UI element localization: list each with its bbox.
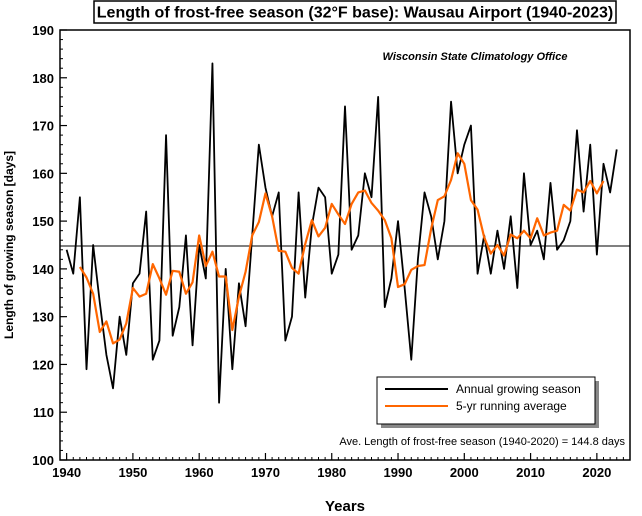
x-tick-label: 1990	[384, 465, 413, 480]
series-layer	[65, 62, 618, 404]
x-axis-ticks: 1940 1950 1960 1970 1980 1990 2000 2010 2020	[52, 453, 624, 480]
y-tick-label: 180	[32, 71, 54, 86]
y-tick-label: 100	[32, 453, 54, 468]
x-tick-label: 2020	[582, 465, 611, 480]
legend-box	[376, 376, 596, 425]
x-tick-label: 2010	[516, 465, 545, 480]
x-tick-label: 1960	[185, 465, 214, 480]
x-axis-label: Years	[325, 498, 365, 515]
average-annotation: Ave. Length of frost-free season (1940-2…	[339, 436, 625, 448]
y-tick-label: 140	[32, 262, 54, 277]
y-axis-ticks: 100 110 120 130 140 150 160 170 180 190	[32, 23, 67, 468]
chart-title: Length of frost-free season (32°F base):…	[97, 5, 613, 22]
y-tick-label: 120	[32, 357, 54, 372]
y-tick-label: 130	[32, 310, 54, 325]
annual-growing-season-line	[65, 62, 618, 404]
y-tick-label: 150	[32, 214, 54, 229]
x-tick-label: 1980	[317, 465, 346, 480]
x-tick-label: 1940	[52, 465, 81, 480]
y-tick-label: 190	[32, 23, 54, 38]
x-tick-label: 1970	[251, 465, 280, 480]
legend-label-running-average: 5-yr running average	[456, 399, 567, 413]
y-tick-label: 110	[33, 405, 54, 420]
legend-label-annual: Annual growing season	[456, 382, 581, 396]
x-tick-label: 2000	[450, 465, 479, 480]
chart-source: Wisconsin State Climatology Office	[383, 51, 568, 63]
chart-title-box	[93, 0, 617, 24]
running-average-line	[78, 152, 605, 345]
y-tick-label: 160	[32, 166, 54, 181]
y-tick-label: 170	[32, 119, 54, 134]
y-axis-label: Length of growing season [days]	[2, 151, 16, 339]
x-tick-label: 1950	[118, 465, 147, 480]
